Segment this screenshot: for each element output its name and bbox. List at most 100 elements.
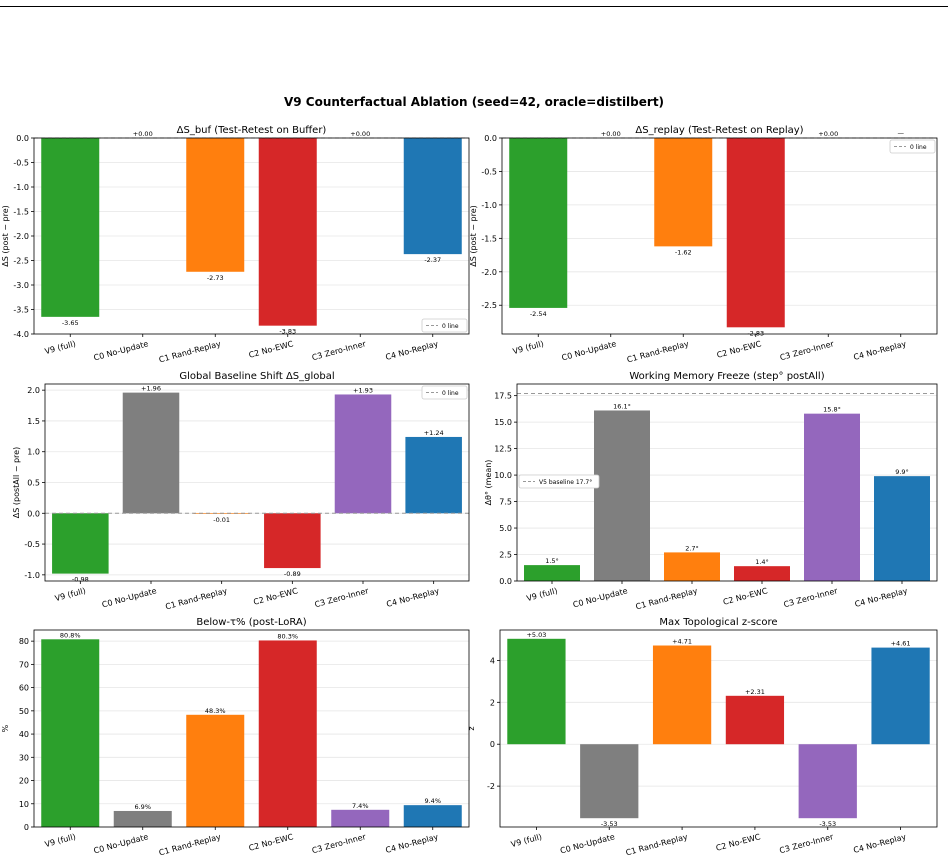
chart-title: Below-τ% (post-LoRA): [196, 617, 306, 628]
top-border-line: [0, 6, 948, 7]
y-tick-label: 80: [19, 637, 29, 646]
bar: [725, 695, 785, 745]
axes-frame: [499, 629, 938, 828]
bar-value-label: 80.3%: [277, 632, 298, 640]
x-tick-label: C3 Zero-Inner: [311, 339, 368, 362]
x-tick-label: V9 (full): [510, 832, 543, 849]
bar: [507, 638, 566, 745]
x-tick-label: C0 No-Update: [93, 339, 150, 362]
x-tick-label: C2 No-EWC: [248, 339, 295, 360]
x-tick-label: C1 Rand-Replay: [625, 832, 689, 857]
x-tick-label: C4 No-Replay: [385, 586, 440, 609]
x-tick-label: C4 No-Replay: [852, 832, 907, 855]
y-tick-label: 70: [19, 660, 29, 669]
chart-title: ΔS_buf (Test-Retest on Buffer): [177, 125, 327, 136]
y-tick-label: -0.5: [24, 540, 40, 549]
y-tick-label: 10.0: [494, 471, 512, 480]
y-tick-label: 30: [19, 753, 29, 762]
y-tick-label: 2.0: [27, 386, 40, 395]
y-tick-label: -1.0: [24, 571, 40, 580]
x-tick-label: C0 No-Update: [572, 586, 629, 609]
bar: [403, 138, 462, 255]
bar-value-label: +5.03: [526, 631, 546, 639]
y-tick-label: 12.5: [494, 445, 512, 454]
bar: [580, 744, 639, 819]
chart-2: 0.0 -0.5 -1.0 -1.5 -2.0 -2.5 -2.54 +0.00 -1.62 -2…: [469, 125, 938, 364]
bar: [594, 410, 650, 581]
y-tick-label: 2: [490, 698, 495, 707]
y-tick-label: 17.5: [494, 392, 512, 401]
x-tick-label: C1 Rand-Replay: [164, 586, 228, 611]
y-tick-label: 20: [19, 777, 29, 786]
y-tick-label: 40: [19, 730, 29, 739]
chart-title: Global Baseline Shift ΔS_global: [179, 371, 334, 382]
bar: [652, 645, 712, 745]
chart-1: 0.0 -0.5 -1.0 -1.5 -2.0 -2.5 -3.0 -3.5 -4.0 -3.65…: [1, 125, 470, 364]
y-tick-label: -3.5: [13, 306, 29, 315]
x-tick-label: C2 No-EWC: [716, 339, 763, 360]
x-tick-label: C1 Rand-Replay: [635, 586, 699, 611]
bar: [654, 138, 713, 247]
bar-value-label: +0.00: [601, 130, 621, 138]
bar-value-label: +0.00: [350, 130, 370, 138]
bar-value-label: -0.98: [72, 576, 89, 584]
legend-label: V5 baseline 17.7°: [539, 479, 592, 486]
x-tick-label: C4 No-Replay: [854, 586, 909, 609]
chart-title: Max Topological z-score: [659, 617, 777, 628]
bar-value-label: 80.8%: [60, 631, 81, 639]
y-tick-label: 0.0: [27, 509, 40, 518]
y-tick-label: -1.0: [13, 183, 29, 192]
y-tick-label: -3.0: [13, 281, 29, 290]
x-tick-label: C4 No-Replay: [853, 339, 908, 362]
bar-value-label: +4.71: [672, 638, 692, 646]
axes-frame: [33, 137, 470, 335]
legend-box: [518, 474, 600, 489]
legend-label: 0 line: [442, 390, 459, 397]
y-tick-label: 7.5: [499, 498, 512, 507]
y-tick-label: 1.5: [27, 417, 40, 426]
bar-value-label: -0.01: [213, 516, 230, 524]
y-tick-label: -0.5: [481, 167, 497, 176]
bar-value-label: -2.73: [207, 274, 224, 282]
x-tick-label: C0 No-Update: [101, 586, 158, 609]
bar-value-label: -2.83: [747, 329, 764, 337]
bar-value-label: 16.1°: [613, 402, 631, 410]
y-tick-label: 10: [19, 800, 29, 809]
y-tick-label: 50: [19, 707, 29, 716]
bar-value-label: +1.93: [353, 386, 373, 394]
figure-title: V9 Counterfactual Ablation (seed=42, ora…: [283, 95, 665, 109]
y-tick-label: 15.0: [494, 418, 512, 427]
legend-label: 0 line: [910, 144, 927, 151]
bar: [726, 138, 785, 328]
y-axis-label: Δθ° (mean): [484, 460, 493, 506]
x-tick-label: C4 No-Replay: [385, 339, 440, 362]
bar-value-label: 48.3%: [205, 707, 226, 715]
bar-value-label: -2.37: [424, 256, 441, 264]
x-tick-label: C3 Zero-Inner: [314, 586, 371, 609]
y-tick-label: 2.5: [499, 551, 512, 560]
bar: [186, 714, 245, 827]
y-tick-label: -2.0: [481, 268, 497, 277]
x-tick-label: C3 Zero-Inner: [778, 832, 835, 855]
bar-value-label: 6.9%: [134, 803, 151, 811]
y-tick-label: 0.0: [499, 577, 512, 586]
bar-value-label: -3.83: [279, 328, 296, 336]
chart-4: 0.0 2.5 5.0 7.5 10.0 12.5 15.0 17.5 1.5° 16.1° 2.7…: [484, 371, 938, 611]
x-tick-label: C0 No-Update: [561, 339, 618, 362]
x-tick-label: V9 (full): [526, 586, 559, 603]
axes-frame: [501, 137, 938, 335]
bar: [186, 138, 245, 272]
chart-title: Working Memory Freeze (step° postAll): [629, 371, 824, 382]
bar: [509, 138, 568, 308]
bar-value-label: —: [898, 129, 905, 137]
y-tick-label: -4.0: [13, 330, 29, 339]
x-tick-label: C2 No-EWC: [722, 586, 769, 607]
x-tick-label: C0 No-Update: [559, 832, 616, 855]
bar: [798, 744, 857, 819]
x-tick-label: C3 Zero-Inner: [311, 832, 368, 855]
bar: [524, 565, 580, 581]
bar-value-label: +0.00: [133, 130, 153, 138]
bar-value-label: -3.53: [601, 820, 618, 828]
axes-frame: [33, 629, 470, 828]
chart-6: 4 2 0 -2 +5.03 -3.53 +4.71 +2.31 -3.53 +4.61 V9 (f…: [467, 617, 938, 857]
